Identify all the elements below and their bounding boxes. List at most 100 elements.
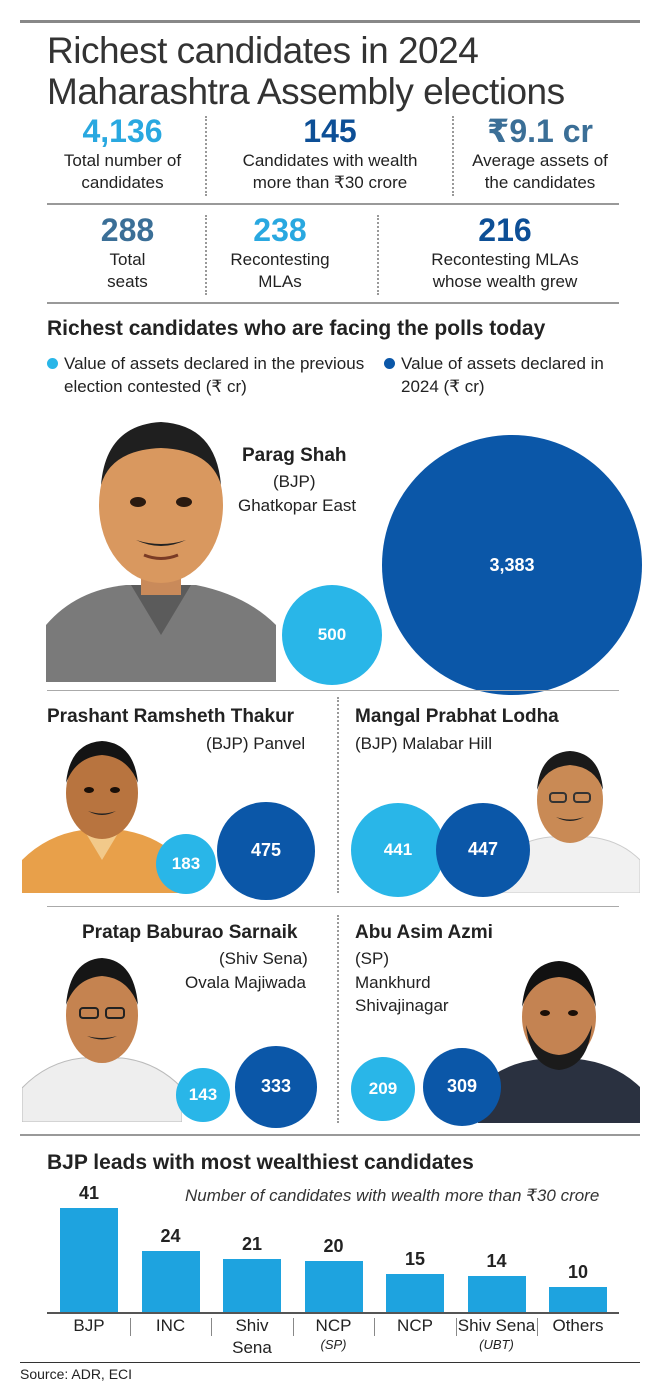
candidate-name: Pratap Baburao Sarnaik — [82, 922, 298, 943]
bubble-current-assets: 333 — [235, 1046, 317, 1128]
bar-category-text: NCP — [397, 1316, 433, 1335]
bar-category-label: Others — [533, 1315, 623, 1337]
bar-value-label: 21 — [241, 1233, 263, 1254]
bubble-label: 441 — [383, 839, 413, 859]
bubble-current-assets: 309 — [422, 1047, 502, 1127]
footer-rule — [20, 1362, 640, 1363]
bubble-label: 209 — [368, 1078, 398, 1098]
category-divider — [211, 1318, 213, 1336]
category-divider — [129, 1318, 131, 1336]
stat-divider — [205, 215, 207, 295]
stat-label: Total number of candidates — [63, 151, 182, 192]
stat-average-assets: ₹9.1 cr Average assets of the candidates — [455, 114, 625, 194]
bubble-current-assets: 475 — [217, 802, 315, 900]
candidate-name: Mangal Prabhat Lodha — [355, 706, 559, 727]
chart-subtitle: Number of candidates with wealth more th… — [185, 1186, 600, 1205]
row-divider — [47, 690, 619, 691]
chart-baseline — [47, 1312, 619, 1314]
candidate-constituency: Ghatkopar East — [238, 496, 357, 515]
stats-divider — [47, 203, 619, 205]
column-divider — [337, 915, 339, 1123]
bar-value-label: 20 — [323, 1236, 344, 1257]
row-divider — [47, 906, 619, 907]
bar-2 — [223, 1258, 281, 1312]
stat-value: 216 — [478, 212, 532, 248]
stat-total-seats: 288 Total seats — [70, 213, 185, 293]
bar-category-label: Shiv Sena — [207, 1315, 297, 1359]
portrait-pratap-sarnaik — [22, 958, 182, 1122]
bar-category-label: BJP — [44, 1315, 134, 1337]
bubble-previous-assets: 143 — [176, 1068, 230, 1122]
category-divider — [292, 1318, 294, 1336]
bubble-current-assets: 447 — [435, 802, 531, 898]
bar-category-text: Shiv Sena — [232, 1316, 272, 1357]
bar-category-text: NCP — [315, 1316, 352, 1335]
candidate-constituency: Mankhurd Shivajinagar — [355, 973, 449, 1015]
stat-label: Recontesting MLAs whose wealth grew — [431, 250, 579, 291]
stat-wealthy-candidates: 145 Candidates with wealth more than ₹30… — [215, 114, 445, 194]
bar-category-sub: (SP) — [320, 1337, 347, 1352]
candidate-constituency: Ovala Majiwada — [185, 973, 306, 992]
bar-value-label: 14 — [486, 1251, 507, 1272]
stat-divider — [377, 215, 379, 295]
top-rule — [20, 20, 640, 23]
bubble-previous-assets: 183 — [155, 833, 217, 895]
section-title-bjp: BJP leads with most wealthiest candidate… — [47, 1151, 474, 1174]
bubble-label: 143 — [188, 1084, 218, 1104]
bar-value-label: 15 — [404, 1248, 426, 1269]
legend-previous-label: Value of assets declared in the previous… — [64, 354, 365, 396]
portrait-parag-shah — [46, 422, 276, 682]
candidate-details: (BJP) Malabar Hill — [355, 732, 492, 755]
bar-category-text: INC — [155, 1316, 186, 1335]
stat-label: Recontesting MLAs — [230, 250, 330, 291]
candidate-name: Abu Asim Azmi — [355, 922, 493, 943]
candidate-constituency: Malabar Hill — [402, 734, 492, 753]
category-divider — [537, 1318, 539, 1336]
portrait-mangal-lodha — [500, 751, 640, 893]
stat-value: 145 — [303, 113, 357, 149]
source-note: Source: ADR, ECI — [20, 1366, 133, 1382]
bubble-label: 333 — [260, 1076, 291, 1097]
bar-6 — [549, 1286, 607, 1312]
stat-value: 288 — [100, 212, 155, 248]
section-divider — [47, 302, 619, 304]
bubble-label: 475 — [250, 840, 282, 861]
category-divider — [374, 1318, 376, 1336]
candidate-constituency: Panvel — [253, 734, 306, 753]
bar-category-label: INC — [126, 1315, 216, 1337]
bar-category-label: NCP (SP) — [289, 1315, 379, 1353]
bubble-previous-assets: 209 — [350, 1056, 416, 1122]
bar-category-label: NCP — [370, 1315, 460, 1337]
bubble-label: 183 — [171, 853, 201, 873]
candidate-party: (BJP) — [355, 734, 398, 753]
candidate-party: (SP) — [355, 949, 389, 968]
bar-0 — [60, 1208, 118, 1312]
bar-category-text: Shiv Sena — [457, 1316, 536, 1335]
bubble-current-assets: 3,383 — [382, 435, 642, 695]
legend-current-label: Value of assets declared in 2024 (₹ cr) — [401, 354, 604, 396]
legend-dot-light — [47, 358, 58, 369]
candidate-name: Parag Shah — [242, 445, 347, 466]
bar-value-label: 10 — [567, 1261, 589, 1282]
candidate-party: (BJP) — [206, 734, 249, 753]
bubble-label: 3,383 — [489, 554, 535, 575]
bar-value-label: 24 — [160, 1226, 181, 1247]
stat-recontesting-mlas: 238 Recontesting MLAs — [215, 213, 345, 293]
portrait-prashant-thakur — [22, 741, 182, 893]
bar-category-label: Shiv Sena (UBT) — [452, 1315, 542, 1353]
bar-category-sub: (UBT) — [479, 1337, 514, 1352]
stat-label: Candidates with wealth more than ₹30 cro… — [242, 151, 418, 192]
bar-value-label: 41 — [78, 1183, 100, 1203]
stat-label: Average assets of the candidates — [472, 151, 608, 192]
bubble-previous-assets: 441 — [351, 803, 445, 897]
section-title-richest: Richest candidates who are facing the po… — [47, 317, 546, 340]
candidate-party: (BJP) — [273, 472, 316, 491]
bar-4 — [386, 1273, 444, 1312]
bubble-label: 447 — [467, 839, 498, 860]
stat-divider — [452, 116, 454, 196]
bubble-previous-assets: 500 — [282, 585, 382, 685]
stat-wealth-grew: 216 Recontesting MLAs whose wealth grew — [410, 213, 600, 293]
stat-label: Total seats — [107, 250, 148, 291]
bar-3 — [304, 1261, 363, 1312]
candidate-party: (Shiv Sena) — [219, 949, 308, 968]
